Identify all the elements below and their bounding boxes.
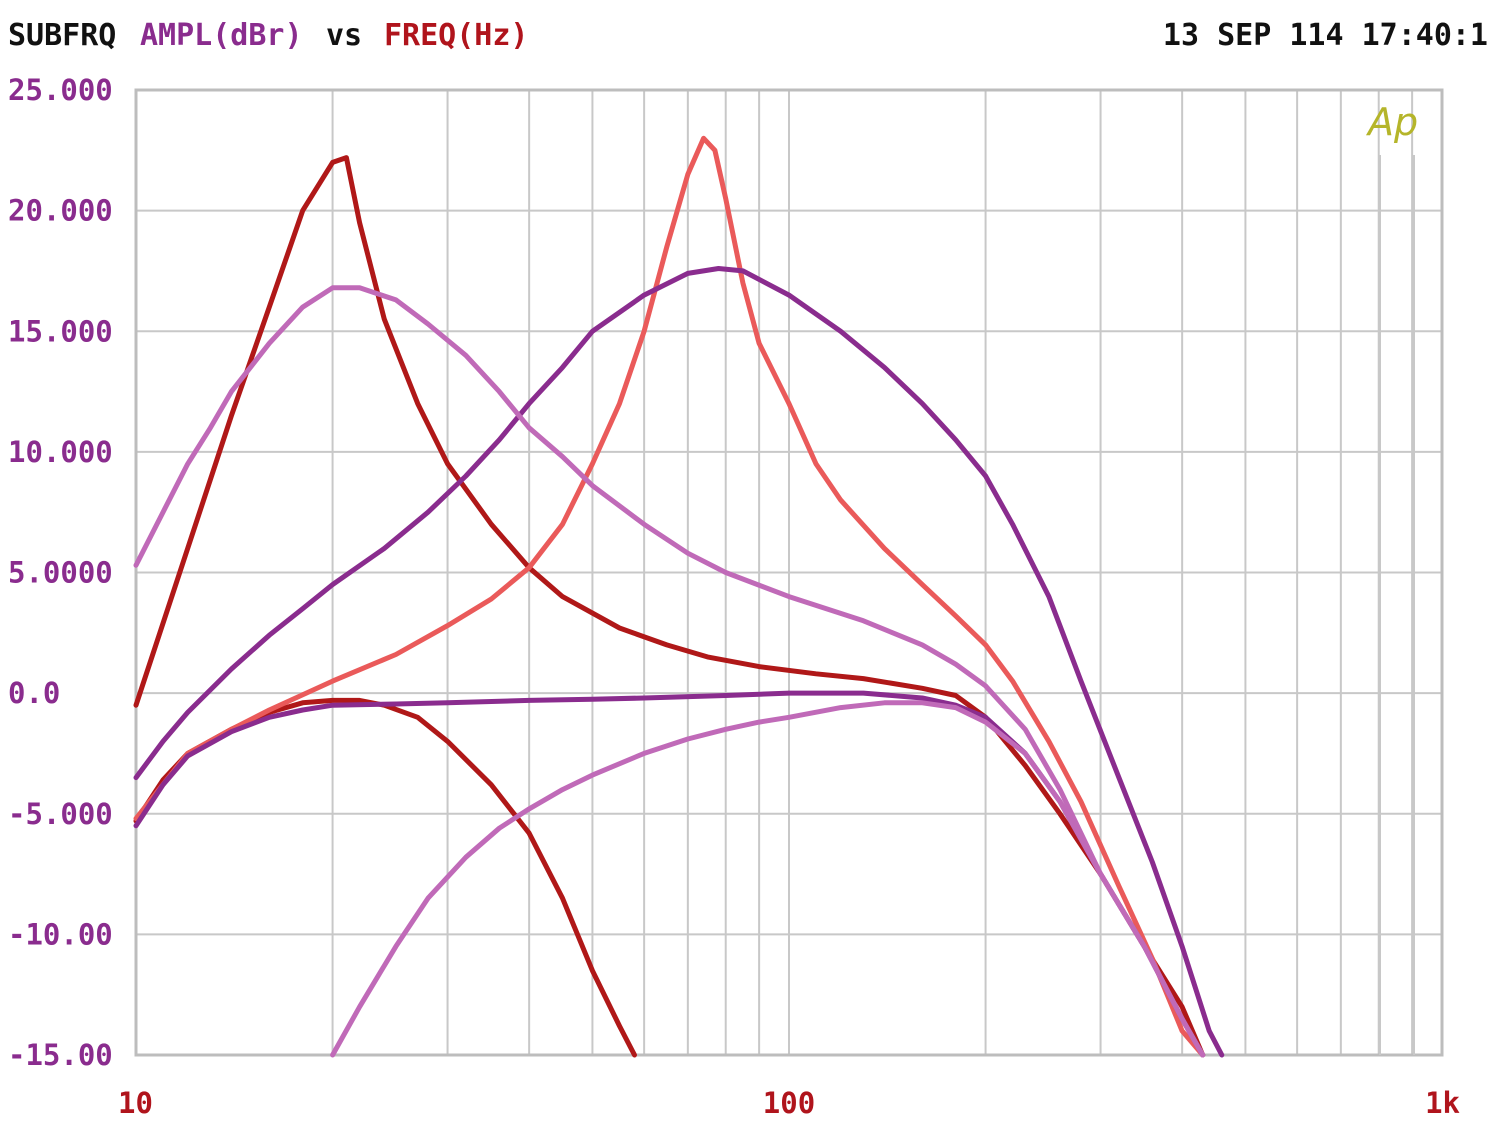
x-tick-labels: 10 100 1k bbox=[118, 1086, 1460, 1120]
sweep-name: SUBFRQ bbox=[8, 18, 117, 53]
chart-header: SUBFRQ AMPL(dBr) vs FREQ(Hz) 13 SEP 114 … bbox=[0, 0, 1500, 70]
y-tick-label: 15.000 bbox=[8, 314, 113, 348]
ap-logo-text: Ap bbox=[1365, 100, 1418, 144]
y-tick-label: 20.000 bbox=[8, 194, 113, 228]
y-quantity-label: AMPL(dBr) bbox=[140, 18, 303, 53]
y-tick-label: -10.00 bbox=[8, 917, 113, 951]
x-quantity-label: FREQ(Hz) bbox=[384, 18, 529, 53]
grid bbox=[136, 89, 1442, 1056]
vs-label: vs bbox=[326, 18, 363, 53]
series-lines bbox=[133, 135, 1225, 1058]
y-tick-label: -5.000 bbox=[8, 797, 113, 831]
series-line-4 bbox=[133, 266, 1225, 1058]
y-tick-label: 5.0000 bbox=[8, 556, 113, 590]
x-tick-label: 1k bbox=[1425, 1086, 1460, 1120]
y-tick-label: 25.000 bbox=[8, 73, 113, 107]
ap-logo: Ap bbox=[1365, 100, 1418, 1055]
y-tick-label: -15.00 bbox=[8, 1038, 113, 1072]
series-line-7 bbox=[330, 700, 1206, 1058]
series-line-1 bbox=[133, 155, 1206, 1058]
y-tick-label: 10.000 bbox=[8, 435, 113, 469]
x-tick-label: 100 bbox=[763, 1086, 815, 1120]
series-line-6 bbox=[133, 285, 1206, 1058]
y-tick-label: 0.0 bbox=[8, 676, 60, 710]
timestamp: 13 SEP 114 17:40:1 bbox=[1162, 18, 1488, 53]
x-tick-label: 10 bbox=[118, 1086, 153, 1120]
plot-frame bbox=[134, 88, 1444, 1057]
series-line-3 bbox=[133, 135, 1206, 1058]
y-tick-labels: 25.000 20.000 15.000 10.000 5.0000 0.0 -5.000 -… bbox=[8, 73, 113, 1072]
series-line-2 bbox=[133, 697, 637, 1058]
